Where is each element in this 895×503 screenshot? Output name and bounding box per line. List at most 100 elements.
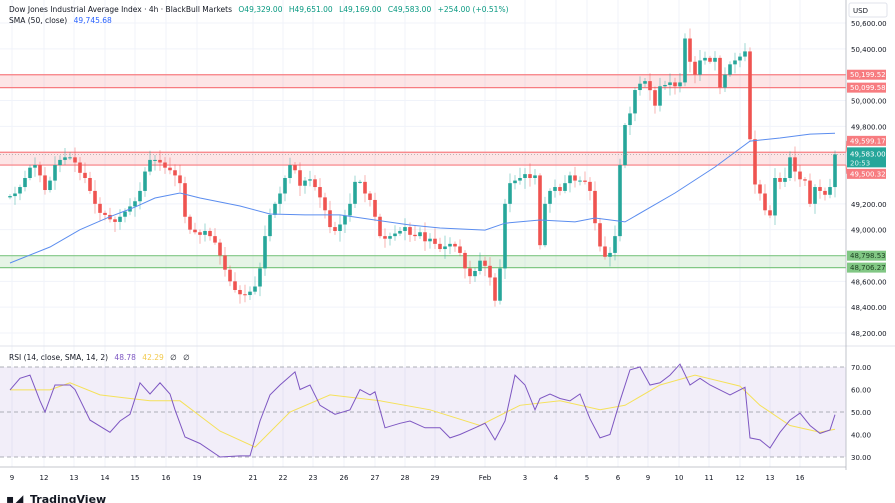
candle-body — [533, 175, 537, 178]
candle-body — [23, 177, 27, 188]
candle — [773, 168, 777, 226]
candle-body — [548, 190, 552, 204]
candle-body — [598, 223, 602, 247]
candle-body — [198, 232, 202, 235]
candle-body — [193, 229, 197, 233]
symbol-title[interactable]: Dow Jones Industrial Average Index · 4h … — [9, 5, 232, 14]
candle-body — [498, 268, 502, 301]
candle-body — [178, 175, 182, 184]
candle-body — [503, 203, 507, 269]
candle — [488, 257, 492, 286]
candle-body — [373, 199, 377, 217]
candle — [43, 167, 47, 195]
candle-body — [208, 230, 212, 237]
candle-body — [43, 175, 47, 191]
candle-body — [663, 84, 667, 87]
price-tick: 49,200.00 — [851, 201, 887, 209]
candle-body — [563, 183, 567, 191]
time-tick: 26 — [340, 474, 349, 482]
time-axis[interactable]: 9 12 13 14 15 16 19 21 22 23 26 27 28 29 Feb 3 4 5 6 9 10 11 1… — [10, 474, 805, 482]
rsi-axis[interactable]: 70.00 60.00 50.00 40.00 30.00 — [851, 364, 871, 462]
time-tick: 13 — [70, 474, 79, 482]
candle — [483, 256, 487, 277]
current-price-text: 49,583.00 — [850, 150, 886, 158]
candle-body — [303, 180, 307, 186]
candle-body — [213, 236, 217, 243]
candle — [473, 267, 477, 282]
candle — [828, 178, 832, 199]
candle-body — [403, 227, 407, 231]
candle — [238, 285, 242, 304]
time-tick: 16 — [796, 474, 805, 482]
rsi-legend: RSI (14, close, SMA, 14, 2) 48.78 42.29 … — [9, 353, 194, 362]
candle-body — [38, 165, 42, 176]
candle-body — [168, 167, 172, 171]
tradingview-logo[interactable]: ▪◢ TradingView — [6, 492, 106, 503]
candle-body — [763, 193, 767, 211]
candle — [388, 232, 392, 246]
candle-body — [113, 219, 117, 222]
candle-body — [358, 181, 362, 183]
candle — [798, 164, 802, 187]
ohlc-close: C49,583.00 — [387, 5, 432, 14]
candle — [188, 214, 192, 234]
candle-body — [468, 268, 472, 277]
time-tick: 5 — [585, 474, 589, 482]
price-tick: 49,800.00 — [851, 123, 887, 131]
candle — [758, 179, 762, 201]
candle — [318, 178, 322, 208]
candle-body — [728, 64, 732, 75]
candle-body — [353, 181, 357, 204]
resistance-price-label: 49,599.17 — [845, 135, 886, 153]
candle — [613, 225, 617, 261]
candle — [618, 158, 622, 242]
candle-body — [268, 214, 272, 237]
candle-body — [638, 83, 642, 91]
bar-countdown: 20:53 — [850, 159, 870, 167]
candle — [663, 80, 667, 90]
time-tick: 28 — [401, 474, 410, 482]
candle — [68, 152, 72, 161]
candle — [8, 194, 12, 200]
candle-body — [83, 172, 87, 178]
resistance-zone[interactable] — [0, 74, 846, 88]
time-tick: 19 — [193, 474, 202, 482]
candle-body — [648, 81, 652, 91]
zone-price-text: 48,798.53 — [850, 252, 886, 260]
candle-body — [298, 170, 302, 186]
candle-body — [338, 224, 342, 231]
candle-body — [368, 193, 372, 200]
support-zone[interactable] — [0, 255, 846, 268]
candle-body — [818, 187, 822, 191]
candle — [223, 246, 227, 277]
resistance-zone[interactable] — [0, 152, 846, 166]
price-axis[interactable]: 50,600.00 50,400.00 50,000.00 49,800.00 49,2… — [851, 20, 887, 338]
candle — [578, 176, 582, 186]
time-tick: 6 — [616, 474, 621, 482]
candle — [18, 184, 22, 201]
candle-body — [828, 187, 832, 195]
candle — [508, 173, 512, 213]
rsi-label[interactable]: RSI (14, close, SMA, 14, 2) — [9, 353, 109, 362]
candle-body — [263, 236, 267, 269]
candle — [648, 73, 652, 101]
currency-button[interactable]: USD — [848, 2, 888, 18]
candle — [398, 226, 402, 236]
candle — [248, 286, 252, 301]
candle-body — [283, 177, 287, 194]
candle — [803, 176, 807, 187]
candle — [148, 150, 152, 176]
candle-body — [288, 165, 292, 178]
candle — [93, 180, 97, 214]
candle-body — [458, 246, 462, 253]
sma-label[interactable]: SMA (50, close) — [9, 16, 68, 25]
candle-body — [493, 277, 497, 301]
candle-body — [438, 243, 442, 250]
rsi-value: 48.78 — [114, 353, 136, 362]
candle-body — [583, 180, 587, 182]
candle — [53, 156, 57, 190]
candle — [413, 225, 417, 242]
candle — [163, 157, 167, 174]
candle-body — [593, 190, 597, 224]
